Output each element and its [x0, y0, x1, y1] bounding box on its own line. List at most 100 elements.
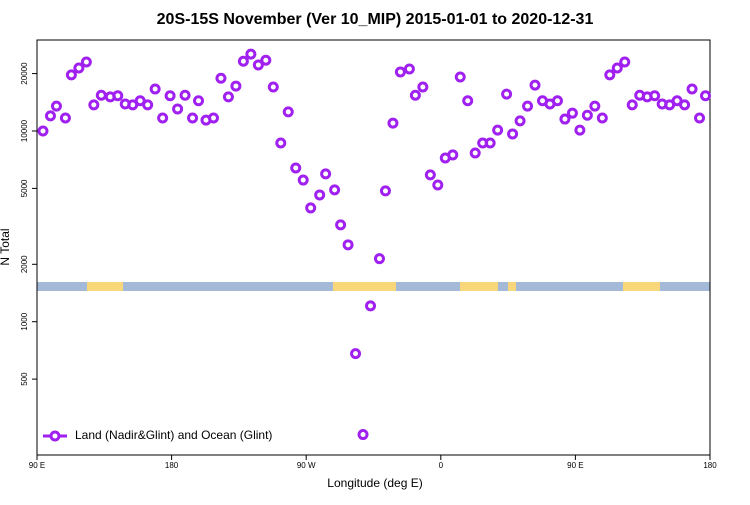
data-point	[700, 90, 712, 102]
data-point	[686, 83, 698, 95]
data-point	[373, 253, 385, 265]
data-point	[417, 81, 429, 93]
data-point	[596, 112, 608, 124]
data-point	[260, 54, 272, 66]
data-point	[501, 88, 513, 100]
data-point	[559, 113, 571, 125]
data-point	[88, 99, 100, 111]
x-tick-label: 180	[165, 461, 179, 470]
data-point	[305, 202, 317, 214]
data-point	[95, 89, 107, 101]
data-point	[329, 184, 341, 196]
data-point	[581, 109, 593, 121]
land-segment	[460, 282, 498, 291]
data-point	[514, 115, 526, 127]
x-tick-label: 90 E	[567, 461, 583, 470]
data-point	[282, 106, 294, 118]
y-axis-label: N Total	[0, 228, 12, 265]
data-point	[507, 128, 519, 140]
data-point	[619, 56, 631, 68]
data-point	[187, 112, 199, 124]
data-point	[335, 219, 347, 231]
data-point	[342, 239, 354, 251]
data-point	[551, 95, 563, 107]
data-point	[379, 185, 391, 197]
y-tick-label: 1000	[20, 312, 29, 330]
data-point	[179, 89, 191, 101]
data-point	[157, 112, 169, 124]
data-point	[679, 99, 691, 111]
data-point	[297, 174, 309, 186]
land-ocean-band	[37, 282, 710, 291]
legend-marker	[49, 430, 61, 442]
data-point	[469, 147, 481, 159]
data-point	[73, 62, 85, 74]
data-point	[589, 100, 601, 112]
plot-frame	[36, 39, 711, 456]
data-point	[424, 169, 436, 181]
data-point	[252, 59, 264, 71]
data-point	[387, 117, 399, 129]
data-point	[694, 112, 706, 124]
data-point	[172, 103, 184, 115]
land-segment	[508, 282, 516, 291]
data-point	[50, 100, 62, 112]
data-point	[275, 137, 287, 149]
x-tick-label: 180	[703, 461, 717, 470]
data-point	[394, 66, 406, 78]
data-point	[626, 99, 638, 111]
legend-label: Land (Nadir&Glint) and Ocean (Glint)	[75, 428, 272, 442]
data-point	[492, 124, 504, 136]
land-segment	[623, 282, 660, 291]
x-tick-label: 90 W	[297, 461, 316, 470]
y-tick-label: 2000	[20, 255, 29, 273]
x-axis-label: Longitude (deg E)	[327, 476, 422, 490]
data-point	[320, 168, 332, 180]
data-point	[529, 79, 541, 91]
data-point	[37, 125, 49, 137]
y-tick-label: 5000	[20, 179, 29, 197]
data-point	[59, 112, 71, 124]
data-point	[314, 189, 326, 201]
data-point	[44, 110, 56, 122]
data-point	[611, 62, 623, 74]
data-point	[237, 55, 249, 67]
data-point	[245, 48, 257, 60]
data-point	[164, 90, 176, 102]
data-point	[80, 56, 92, 68]
x-tick-label: 0	[439, 461, 444, 470]
data-point	[357, 429, 369, 441]
data-point	[649, 90, 661, 102]
y-tick-label: 20000	[20, 62, 29, 85]
data-point	[222, 91, 234, 103]
data-point	[215, 72, 227, 84]
data-point	[149, 83, 161, 95]
data-point	[454, 71, 466, 83]
data-point	[566, 107, 578, 119]
data-point	[230, 80, 242, 92]
data-point	[193, 95, 205, 107]
data-point	[290, 162, 302, 174]
data-point	[112, 90, 124, 102]
data-point	[207, 112, 219, 124]
data-point	[267, 81, 279, 93]
data-point	[409, 89, 421, 101]
data-point	[484, 137, 496, 149]
chart-title: 20S-15S November (Ver 10_MIP) 2015-01-01…	[157, 11, 594, 28]
data-point	[350, 348, 362, 360]
y-tick-label: 500	[20, 372, 29, 386]
data-point	[365, 300, 377, 312]
x-tick-label: 90 E	[29, 461, 45, 470]
data-point	[142, 99, 154, 111]
land-segment	[87, 282, 123, 291]
data-point	[447, 149, 459, 161]
data-point	[462, 95, 474, 107]
data-point	[522, 100, 534, 112]
data-point	[432, 179, 444, 191]
data-point	[403, 63, 415, 75]
land-segment	[333, 282, 396, 291]
y-tick-label: 10000	[20, 119, 29, 142]
data-point	[604, 69, 616, 81]
data-point	[65, 69, 77, 81]
